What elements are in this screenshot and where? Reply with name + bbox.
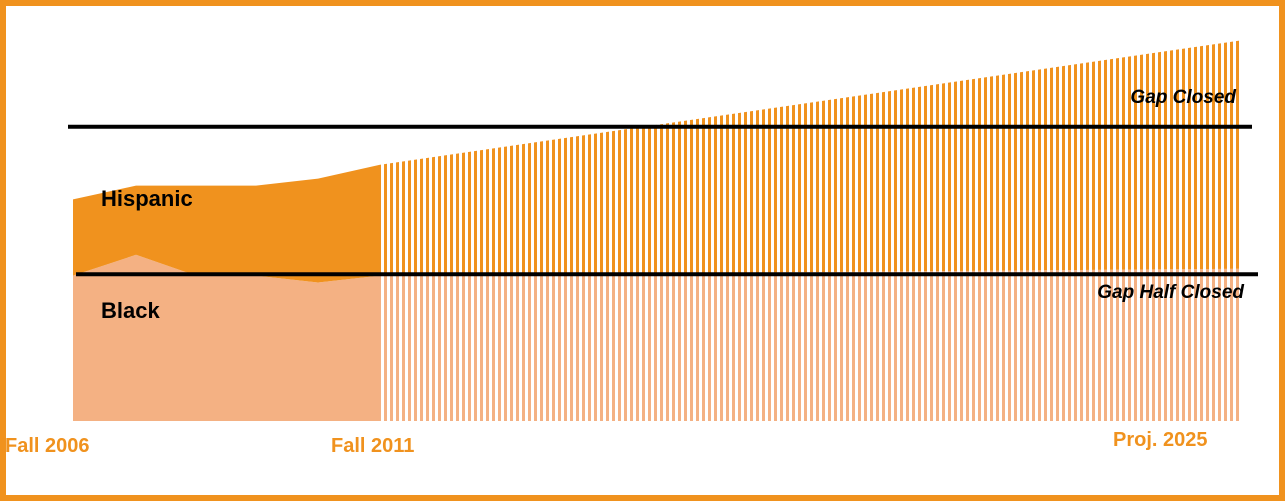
x-tick-label: Fall 2011: [331, 435, 414, 457]
black-area-observed: [73, 254, 380, 421]
hispanic-area-projected: [380, 40, 1242, 276]
series-label-hispanic: Hispanic: [101, 186, 193, 211]
gap-half-closed-label: Gap Half Closed: [1097, 282, 1244, 303]
x-tick-label: Fall 2006: [6, 435, 90, 457]
black-area-projected: [380, 268, 1242, 421]
series-label-black: Black: [101, 298, 160, 323]
gap-closed-label: Gap Closed: [1130, 87, 1236, 108]
stacked-area-chart: Hispanic Black Gap Closed Gap Half Close…: [6, 40, 1258, 457]
x-tick-label: Proj. 2025: [1113, 429, 1208, 451]
hispanic-area-observed: [73, 164, 380, 283]
